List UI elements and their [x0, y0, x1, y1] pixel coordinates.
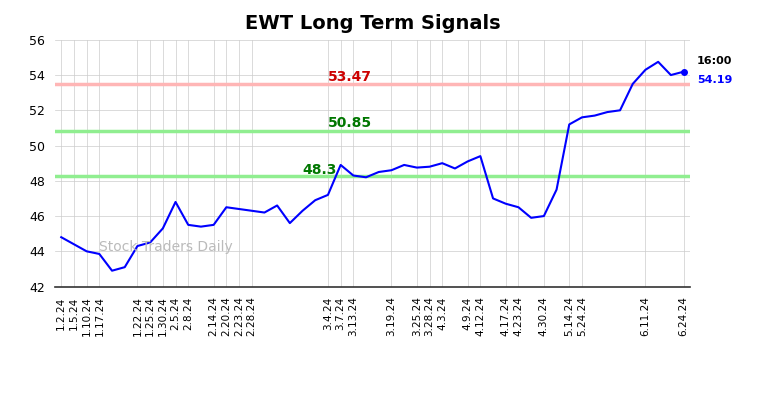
Text: 54.19: 54.19 [697, 75, 732, 85]
Title: EWT Long Term Signals: EWT Long Term Signals [245, 14, 500, 33]
Text: 48.3: 48.3 [303, 163, 337, 177]
Text: 53.47: 53.47 [328, 70, 372, 84]
Text: Stock Traders Daily: Stock Traders Daily [100, 240, 233, 254]
Text: 50.85: 50.85 [328, 116, 372, 130]
Text: 16:00: 16:00 [697, 56, 732, 66]
